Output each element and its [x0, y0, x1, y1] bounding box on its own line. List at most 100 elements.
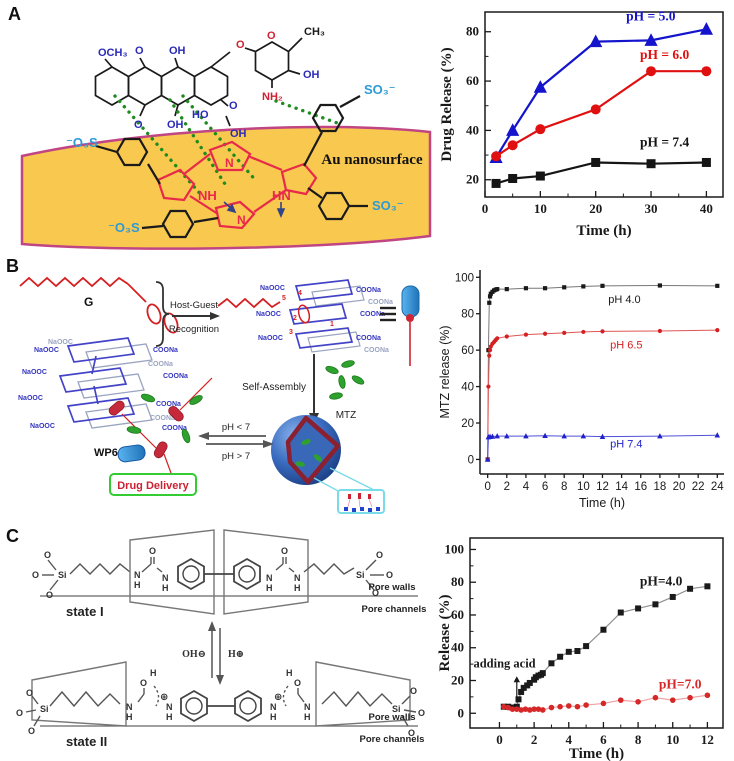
oh-bottom-label: OH — [167, 119, 184, 131]
o-label: O — [16, 708, 23, 718]
svg-text:16: 16 — [634, 481, 647, 493]
ho-label: HO — [192, 109, 209, 121]
h-label: H — [270, 712, 277, 722]
mtz-label: MTZ — [336, 410, 357, 421]
svg-text:Time (h): Time (h) — [576, 223, 631, 239]
naooc-label: NaOOC — [258, 335, 283, 342]
oh-minus-label: OH⊖ — [182, 649, 206, 660]
glyco-o-label: O — [236, 39, 245, 51]
coona-gray-label: COONa — [364, 347, 389, 354]
si-left2-label: Si — [40, 704, 49, 714]
num1-label: 1 — [330, 321, 334, 328]
si-right2-label: Si — [392, 704, 401, 714]
plus-charge-icon: ⊕ — [160, 692, 168, 703]
o-label: O — [26, 688, 33, 698]
svg-text:0: 0 — [482, 201, 489, 216]
o-label: O — [372, 588, 379, 598]
svg-text:80: 80 — [451, 574, 464, 589]
so3-topleft-label: ⁻O₃S — [66, 135, 98, 150]
svg-text:10: 10 — [666, 732, 679, 747]
o-label: O — [44, 550, 51, 560]
guest-molecule — [19, 276, 179, 334]
wp6-host — [58, 337, 153, 429]
num2-label: 2 — [293, 315, 297, 322]
svg-text:20: 20 — [673, 481, 686, 493]
svg-text:14: 14 — [615, 481, 628, 493]
drug-delivery-badge: Drug Delivery — [109, 473, 197, 496]
svg-text:0: 0 — [468, 454, 474, 466]
naooc-label: NaOOC — [22, 369, 47, 376]
drug-delivery-label: Drug Delivery — [117, 480, 189, 492]
pore-channels-label-1: Pore channels — [362, 604, 427, 615]
state-one-label: state I — [66, 604, 104, 619]
coona-gray-label: COONa — [148, 361, 173, 368]
n-label: N — [126, 702, 133, 712]
svg-text:pH 6.5: pH 6.5 — [610, 339, 642, 351]
svg-text:6: 6 — [542, 481, 548, 493]
released-drugs — [108, 377, 213, 493]
svg-text:40: 40 — [461, 382, 474, 394]
svg-text:22: 22 — [692, 481, 705, 493]
so3-bottomright-label: SO₃⁻ — [372, 198, 404, 213]
si-right-label: Si — [356, 570, 365, 580]
svg-text:20: 20 — [589, 201, 602, 216]
svg-text:MTZ release (%): MTZ release (%) — [438, 325, 452, 418]
svg-text:8: 8 — [561, 481, 567, 493]
phenyl-sulfonate-rings — [95, 95, 368, 239]
n-label: N — [304, 702, 311, 712]
naooc-label: NaOOC — [34, 347, 59, 354]
svg-text:20: 20 — [451, 673, 464, 688]
svg-text:24: 24 — [711, 481, 724, 493]
state-two-label: state II — [66, 734, 107, 749]
h-label: H — [162, 583, 169, 593]
panel-a-label: A — [8, 4, 21, 24]
svg-text:pH = 7.4: pH = 7.4 — [640, 134, 690, 149]
porphyrin-ring — [147, 131, 323, 230]
hydrogen-bond-dots — [113, 94, 342, 199]
ph-equilibrium-arrows: pH < 7 pH > 7 — [198, 422, 274, 462]
h-label: H — [126, 712, 133, 722]
svg-text:pH = 5.0: pH = 5.0 — [626, 9, 676, 24]
o-label: O — [386, 570, 393, 580]
svg-text:60: 60 — [466, 73, 479, 88]
released-cylinder — [117, 444, 146, 463]
num4-label: 4 — [298, 290, 302, 297]
svg-text:pH=4.0: pH=4.0 — [640, 574, 683, 589]
ph-lt7-label: pH < 7 — [222, 422, 250, 433]
svg-text:40: 40 — [700, 201, 713, 216]
svg-text:2: 2 — [504, 481, 510, 493]
pore-channels-label-2: Pore channels — [360, 734, 425, 745]
naooc-label: NaOOC — [30, 423, 55, 430]
pore-walls-label-1: Pore walls — [369, 582, 416, 593]
panel-c-diagram: Si O O O N H O N H N H O N H Si O O O Po… — [16, 529, 427, 749]
panel-c-chart: 0 2 4 6 8 10 12 0 20 40 60 80 100 Time (h) Release (%)… — [437, 537, 724, 761]
svg-text:4: 4 — [566, 732, 573, 747]
svg-text:18: 18 — [653, 481, 666, 493]
num3-label: 3 — [289, 329, 293, 336]
ring-o-label: O — [267, 30, 276, 42]
h-label: H — [134, 580, 141, 590]
svg-text:30: 30 — [645, 201, 658, 216]
svg-text:Drug Release (%): Drug Release (%) — [439, 47, 455, 161]
pore-walls-label-2: Pore walls — [369, 712, 416, 723]
svg-text:80: 80 — [461, 309, 474, 321]
wp6-label: WP6 — [94, 447, 118, 459]
svg-text:0: 0 — [484, 481, 490, 493]
svg-text:adding acid: adding acid — [473, 656, 535, 670]
svg-text:Time (h): Time (h) — [579, 496, 625, 510]
naooc-label: NaOOC — [260, 285, 285, 292]
panel-a-diagram: OCH₃ O OH O O CH₃ OH NH₂ O OH HO O OH ⁻O… — [20, 26, 432, 250]
svg-text:pH=7.0: pH=7.0 — [659, 677, 702, 692]
o-label: O — [46, 590, 53, 600]
svg-text:20: 20 — [466, 172, 479, 187]
coona-label: COONa — [156, 401, 181, 408]
coona-label: COONa — [162, 425, 187, 432]
svg-text:4: 4 — [523, 481, 530, 493]
naooc-label: NaOOC — [256, 311, 281, 318]
nh-left-label: NH — [198, 188, 217, 203]
svg-text:100: 100 — [445, 541, 465, 556]
so3-topright-label: SO₃⁻ — [364, 82, 396, 97]
plus-charge-icon: ⊕ — [274, 692, 282, 703]
o-bottom-label: O — [134, 119, 143, 131]
